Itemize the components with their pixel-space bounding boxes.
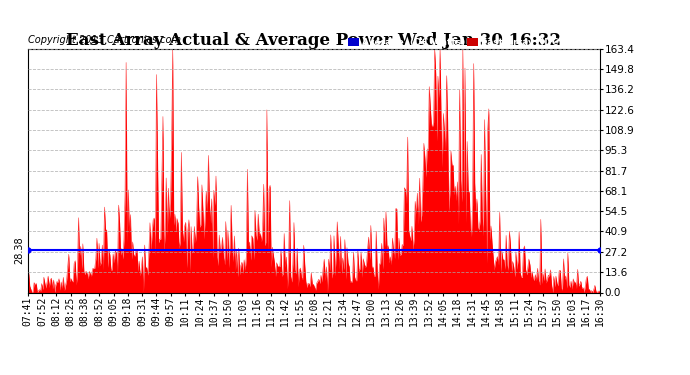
Text: 28.38: 28.38 [14, 236, 25, 264]
Legend: Average  (DC Watts), East Array  (DC Watts): Average (DC Watts), East Array (DC Watts… [348, 38, 595, 48]
Title: East Array Actual & Average Power Wed Jan 30 16:32: East Array Actual & Average Power Wed Ja… [66, 32, 562, 49]
Text: Copyright 2013 Cartronics.com: Copyright 2013 Cartronics.com [28, 35, 181, 45]
